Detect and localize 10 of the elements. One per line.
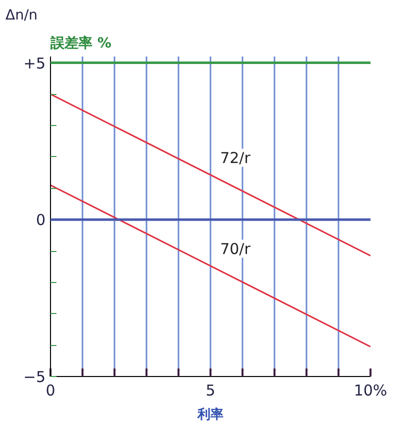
y-axis-title: Δn/n — [6, 8, 38, 24]
x-tick-label: 5 — [206, 382, 216, 400]
series-label: 72/r — [220, 148, 252, 167]
x-tick-label: 10% — [354, 382, 388, 400]
x-axis-title: 利率 — [196, 406, 224, 422]
y-tick-label: +5 — [23, 54, 46, 72]
y-tick-label: −5 — [23, 368, 46, 386]
chart-subtitle: 誤差率 % — [50, 34, 112, 52]
y-tick-label: 0 — [36, 211, 46, 230]
series-label: 70/r — [220, 240, 252, 258]
